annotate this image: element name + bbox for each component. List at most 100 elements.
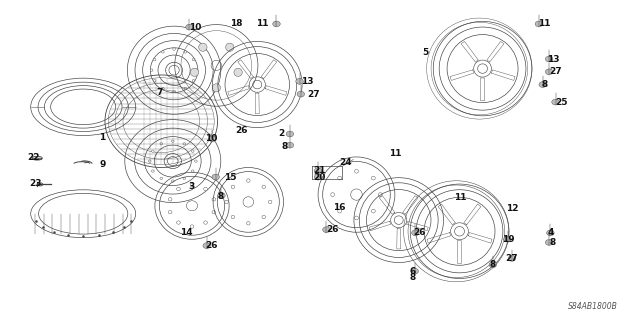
Ellipse shape bbox=[160, 177, 163, 180]
Ellipse shape bbox=[186, 24, 193, 30]
Text: 11: 11 bbox=[538, 19, 550, 28]
Ellipse shape bbox=[508, 256, 516, 261]
Ellipse shape bbox=[234, 68, 243, 77]
Text: 6: 6 bbox=[410, 267, 416, 276]
Text: 12: 12 bbox=[506, 204, 518, 213]
Text: 27: 27 bbox=[506, 254, 518, 263]
Ellipse shape bbox=[161, 51, 164, 53]
Ellipse shape bbox=[218, 193, 225, 198]
Ellipse shape bbox=[190, 68, 198, 77]
Ellipse shape bbox=[32, 156, 42, 160]
Ellipse shape bbox=[191, 170, 194, 172]
Ellipse shape bbox=[38, 183, 43, 186]
Ellipse shape bbox=[160, 143, 163, 145]
Ellipse shape bbox=[173, 90, 175, 93]
Ellipse shape bbox=[190, 183, 194, 187]
Ellipse shape bbox=[173, 48, 175, 50]
Text: 14: 14 bbox=[180, 228, 193, 237]
Text: 21: 21 bbox=[314, 166, 326, 175]
Text: 24: 24 bbox=[339, 158, 352, 167]
Ellipse shape bbox=[262, 215, 266, 219]
Ellipse shape bbox=[190, 225, 194, 228]
Ellipse shape bbox=[547, 230, 554, 236]
Ellipse shape bbox=[177, 221, 180, 224]
Ellipse shape bbox=[412, 230, 419, 236]
Ellipse shape bbox=[262, 185, 266, 189]
Ellipse shape bbox=[150, 69, 153, 71]
Ellipse shape bbox=[191, 150, 194, 152]
Ellipse shape bbox=[212, 84, 220, 92]
Ellipse shape bbox=[32, 157, 42, 160]
Ellipse shape bbox=[231, 185, 235, 189]
Ellipse shape bbox=[183, 177, 186, 180]
Text: 8: 8 bbox=[410, 273, 416, 282]
Text: 26: 26 bbox=[236, 126, 248, 135]
Ellipse shape bbox=[545, 240, 553, 245]
Ellipse shape bbox=[183, 143, 186, 145]
Ellipse shape bbox=[184, 51, 187, 53]
Ellipse shape bbox=[172, 140, 174, 142]
Text: 26: 26 bbox=[205, 241, 218, 250]
Ellipse shape bbox=[338, 176, 342, 180]
Ellipse shape bbox=[161, 87, 164, 90]
Text: 26: 26 bbox=[413, 228, 426, 237]
Text: S84AB1800B: S84AB1800B bbox=[568, 302, 618, 311]
Ellipse shape bbox=[168, 198, 172, 201]
Ellipse shape bbox=[504, 236, 511, 242]
Text: 13: 13 bbox=[547, 55, 560, 63]
Ellipse shape bbox=[355, 216, 358, 220]
Ellipse shape bbox=[152, 150, 154, 152]
Ellipse shape bbox=[286, 131, 294, 137]
Ellipse shape bbox=[225, 200, 228, 204]
Ellipse shape bbox=[212, 198, 216, 201]
Ellipse shape bbox=[323, 227, 330, 233]
Ellipse shape bbox=[246, 179, 250, 182]
Text: 4: 4 bbox=[547, 228, 554, 237]
Ellipse shape bbox=[172, 180, 174, 182]
Ellipse shape bbox=[286, 142, 294, 148]
Ellipse shape bbox=[198, 43, 207, 51]
Text: 11: 11 bbox=[454, 193, 467, 202]
Text: 27: 27 bbox=[307, 90, 320, 99]
Ellipse shape bbox=[273, 21, 280, 27]
Ellipse shape bbox=[203, 243, 211, 249]
Text: 1: 1 bbox=[99, 133, 106, 142]
Ellipse shape bbox=[378, 193, 382, 197]
Text: 10: 10 bbox=[189, 23, 201, 32]
Ellipse shape bbox=[152, 170, 154, 172]
Ellipse shape bbox=[192, 79, 195, 82]
Ellipse shape bbox=[297, 91, 305, 97]
Ellipse shape bbox=[204, 187, 207, 191]
Text: 26: 26 bbox=[326, 225, 339, 234]
Ellipse shape bbox=[226, 43, 234, 51]
Ellipse shape bbox=[154, 79, 156, 82]
Text: 25: 25 bbox=[555, 98, 568, 107]
Ellipse shape bbox=[296, 78, 303, 84]
Text: 8: 8 bbox=[218, 192, 224, 201]
Text: 20: 20 bbox=[314, 173, 326, 182]
Text: 7: 7 bbox=[157, 88, 163, 97]
Ellipse shape bbox=[489, 262, 497, 268]
Ellipse shape bbox=[545, 69, 553, 75]
Ellipse shape bbox=[411, 268, 419, 274]
Ellipse shape bbox=[184, 87, 187, 90]
Text: 16: 16 bbox=[333, 203, 346, 212]
Ellipse shape bbox=[192, 58, 195, 61]
Text: 13: 13 bbox=[301, 77, 314, 86]
Text: 10: 10 bbox=[205, 134, 217, 143]
Text: 19: 19 bbox=[502, 235, 515, 244]
Ellipse shape bbox=[371, 209, 375, 213]
Text: 8: 8 bbox=[490, 260, 496, 269]
Text: 18: 18 bbox=[230, 19, 243, 28]
Ellipse shape bbox=[246, 222, 250, 225]
Text: 8: 8 bbox=[549, 238, 556, 247]
Ellipse shape bbox=[204, 221, 207, 224]
Ellipse shape bbox=[314, 174, 322, 180]
Ellipse shape bbox=[195, 160, 197, 162]
Ellipse shape bbox=[212, 211, 216, 214]
Ellipse shape bbox=[209, 136, 216, 142]
Text: 2: 2 bbox=[278, 130, 285, 138]
Ellipse shape bbox=[154, 58, 156, 61]
Text: 22: 22 bbox=[28, 153, 40, 162]
Text: 15: 15 bbox=[224, 173, 237, 182]
